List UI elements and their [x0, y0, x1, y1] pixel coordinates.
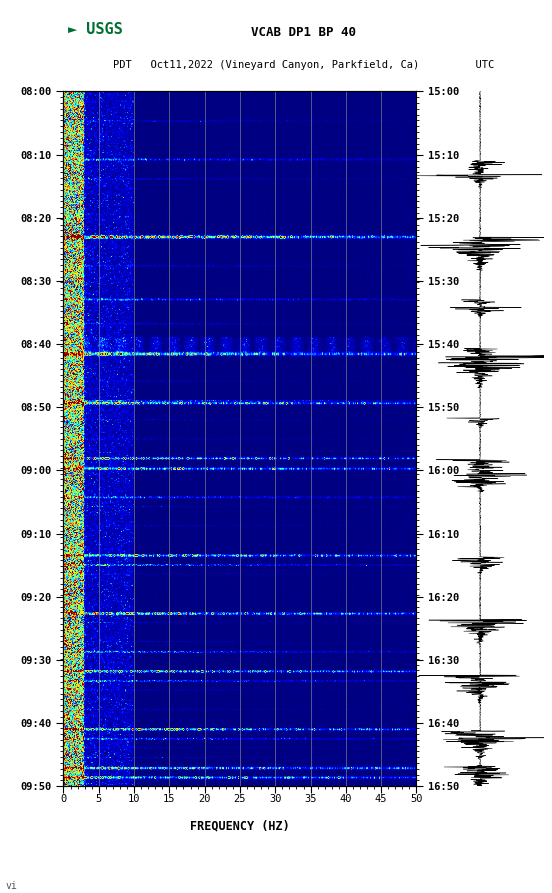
Text: PDT   Oct11,2022 (Vineyard Canyon, Parkfield, Ca)         UTC: PDT Oct11,2022 (Vineyard Canyon, Parkfie…	[113, 61, 494, 71]
Text: 40: 40	[339, 794, 352, 804]
Text: 50: 50	[410, 794, 423, 804]
Text: 10: 10	[128, 794, 140, 804]
Text: FREQUENCY (HZ): FREQUENCY (HZ)	[190, 820, 290, 832]
Text: 20: 20	[198, 794, 211, 804]
Text: 35: 35	[304, 794, 317, 804]
Text: VCAB DP1 BP 40: VCAB DP1 BP 40	[251, 26, 356, 38]
Text: 5: 5	[95, 794, 102, 804]
Text: 30: 30	[269, 794, 282, 804]
Text: 0: 0	[60, 794, 67, 804]
Text: 45: 45	[375, 794, 388, 804]
Text: 25: 25	[233, 794, 246, 804]
Text: 15: 15	[163, 794, 176, 804]
Text: vi: vi	[6, 880, 17, 890]
Text: ► USGS: ► USGS	[68, 22, 123, 38]
